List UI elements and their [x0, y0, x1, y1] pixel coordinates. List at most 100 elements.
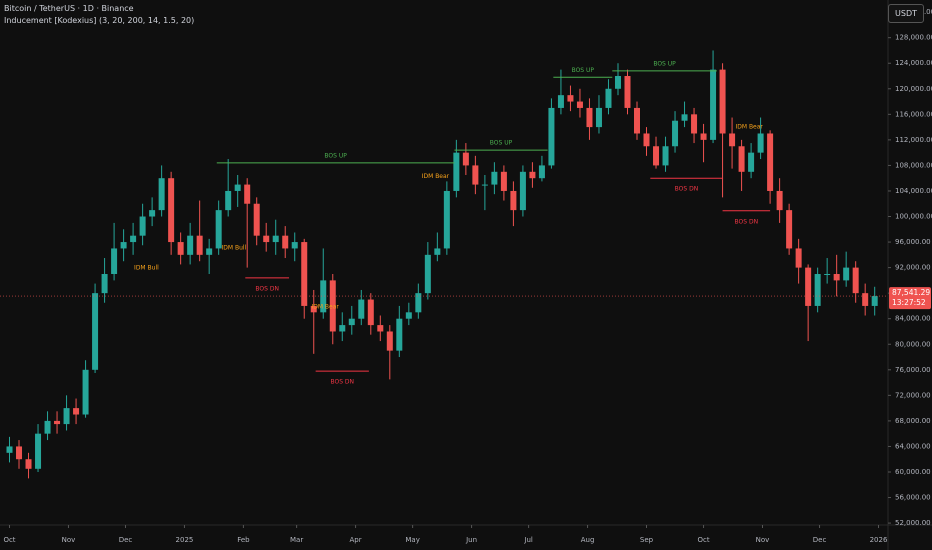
- candle-body: [272, 235, 279, 243]
- last-price-box: [889, 287, 931, 310]
- x-tick-label: Oct: [3, 536, 15, 544]
- candle-body: [187, 235, 194, 255]
- y-tick-label: 100,000.00: [895, 213, 932, 221]
- candle-body: [757, 133, 764, 153]
- y-tick-label: 112,000.00: [895, 136, 932, 144]
- y-tick-label: 72,000.00: [895, 391, 931, 399]
- candle-body: [396, 318, 403, 351]
- candle-body: [862, 293, 869, 306]
- candle-body: [168, 178, 175, 243]
- x-tick-label: Oct: [697, 536, 709, 544]
- candle-body: [614, 76, 621, 89]
- candle-body: [729, 133, 736, 147]
- candle-body: [301, 242, 308, 306]
- bos-label: BOS DN: [330, 379, 354, 386]
- candle-body: [329, 280, 336, 332]
- x-tick-label: 2025: [176, 536, 194, 544]
- candle-body: [320, 280, 327, 313]
- y-tick-label: 64,000.00: [895, 442, 931, 450]
- candle-body: [16, 446, 23, 460]
- candle-body: [434, 248, 441, 255]
- candle-body: [73, 408, 80, 415]
- candle-body: [82, 369, 89, 415]
- candle-body: [196, 235, 203, 255]
- candle-body: [367, 299, 374, 326]
- y-tick-label: 76,000.00: [895, 366, 931, 374]
- candle-body: [130, 235, 137, 243]
- idm-label: IDM Bull: [222, 244, 247, 251]
- indicator-title: Inducement [Kodexius] (3, 20, 200, 14, 1…: [4, 16, 195, 25]
- bos-label: BOS DN: [675, 186, 699, 193]
- y-tick-label: 60,000.00: [895, 468, 931, 476]
- bos-label: BOS UP: [572, 67, 595, 74]
- candle-body: [63, 408, 70, 425]
- y-tick-label: 84,000.00: [895, 315, 931, 323]
- candle-body: [206, 248, 213, 255]
- candle-body: [263, 235, 270, 243]
- candle-body: [386, 331, 393, 351]
- candle-body: [92, 293, 99, 370]
- candle-body: [415, 293, 422, 313]
- candle-body: [814, 273, 821, 306]
- candle-body: [833, 273, 840, 281]
- y-tick-label: 52,000.00: [895, 519, 931, 527]
- candle-body: [244, 184, 251, 204]
- candle-body: [548, 107, 555, 166]
- candle-body: [824, 273, 831, 275]
- x-tick-label: Aug: [581, 536, 595, 544]
- x-tick-label: Nov: [62, 536, 76, 544]
- candle-body: [111, 248, 118, 274]
- y-tick-label: 68,000.00: [895, 417, 931, 425]
- bos-label: BOS UP: [490, 140, 513, 147]
- candle-body: [462, 152, 469, 166]
- candle-body: [691, 114, 698, 134]
- candle-body: [805, 267, 812, 306]
- candle-body: [310, 305, 317, 313]
- y-tick-label: 116,000.00: [895, 110, 932, 118]
- candle-body: [843, 267, 850, 281]
- candle-body: [634, 107, 641, 134]
- candle-body: [54, 420, 61, 425]
- candle-body: [491, 171, 498, 185]
- currency-button[interactable]: USDT: [888, 4, 924, 23]
- y-tick-label: 120,000.00: [895, 85, 932, 93]
- candle-body: [234, 184, 241, 191]
- candle-body: [139, 216, 146, 236]
- candle-body: [710, 69, 717, 140]
- countdown: 13:27:52: [892, 298, 926, 307]
- candle-body: [424, 254, 431, 294]
- idm-label: IDM Bull: [134, 265, 159, 272]
- candle-body: [225, 190, 232, 211]
- candle-body: [529, 171, 536, 179]
- candle-body: [624, 76, 631, 108]
- y-tick-label: 108,000.00: [895, 161, 932, 169]
- candle-body: [576, 101, 583, 108]
- candle-body: [653, 146, 660, 166]
- idm-label: IDM Bear: [735, 124, 763, 131]
- candle-body: [149, 210, 156, 217]
- candle-body: [662, 146, 669, 166]
- candle-body: [586, 107, 593, 128]
- candle-body: [253, 203, 260, 236]
- x-tick-label: Jul: [523, 536, 533, 544]
- candle-body: [795, 248, 802, 268]
- candle-body: [748, 152, 755, 172]
- x-tick-label: Dec: [813, 536, 827, 544]
- candle-body: [786, 210, 793, 249]
- chart-title: Bitcoin / TetherUS · 1D · Binance: [4, 4, 134, 13]
- bos-label: BOS DN: [735, 218, 759, 225]
- x-tick-label: 2026: [870, 536, 888, 544]
- candle-body: [719, 69, 726, 134]
- candle-body: [672, 120, 679, 147]
- candle-body: [510, 190, 517, 211]
- candle-body: [291, 242, 298, 249]
- last-price-label: 87,541.29: [892, 288, 930, 297]
- x-tick-label: May: [405, 536, 419, 544]
- candle-body: [443, 190, 450, 249]
- y-tick-label: 92,000.00: [895, 264, 931, 272]
- candle-body: [538, 165, 545, 179]
- y-tick-label: 104,000.00: [895, 187, 932, 195]
- candle-body: [738, 146, 745, 172]
- candle-body: [776, 190, 783, 211]
